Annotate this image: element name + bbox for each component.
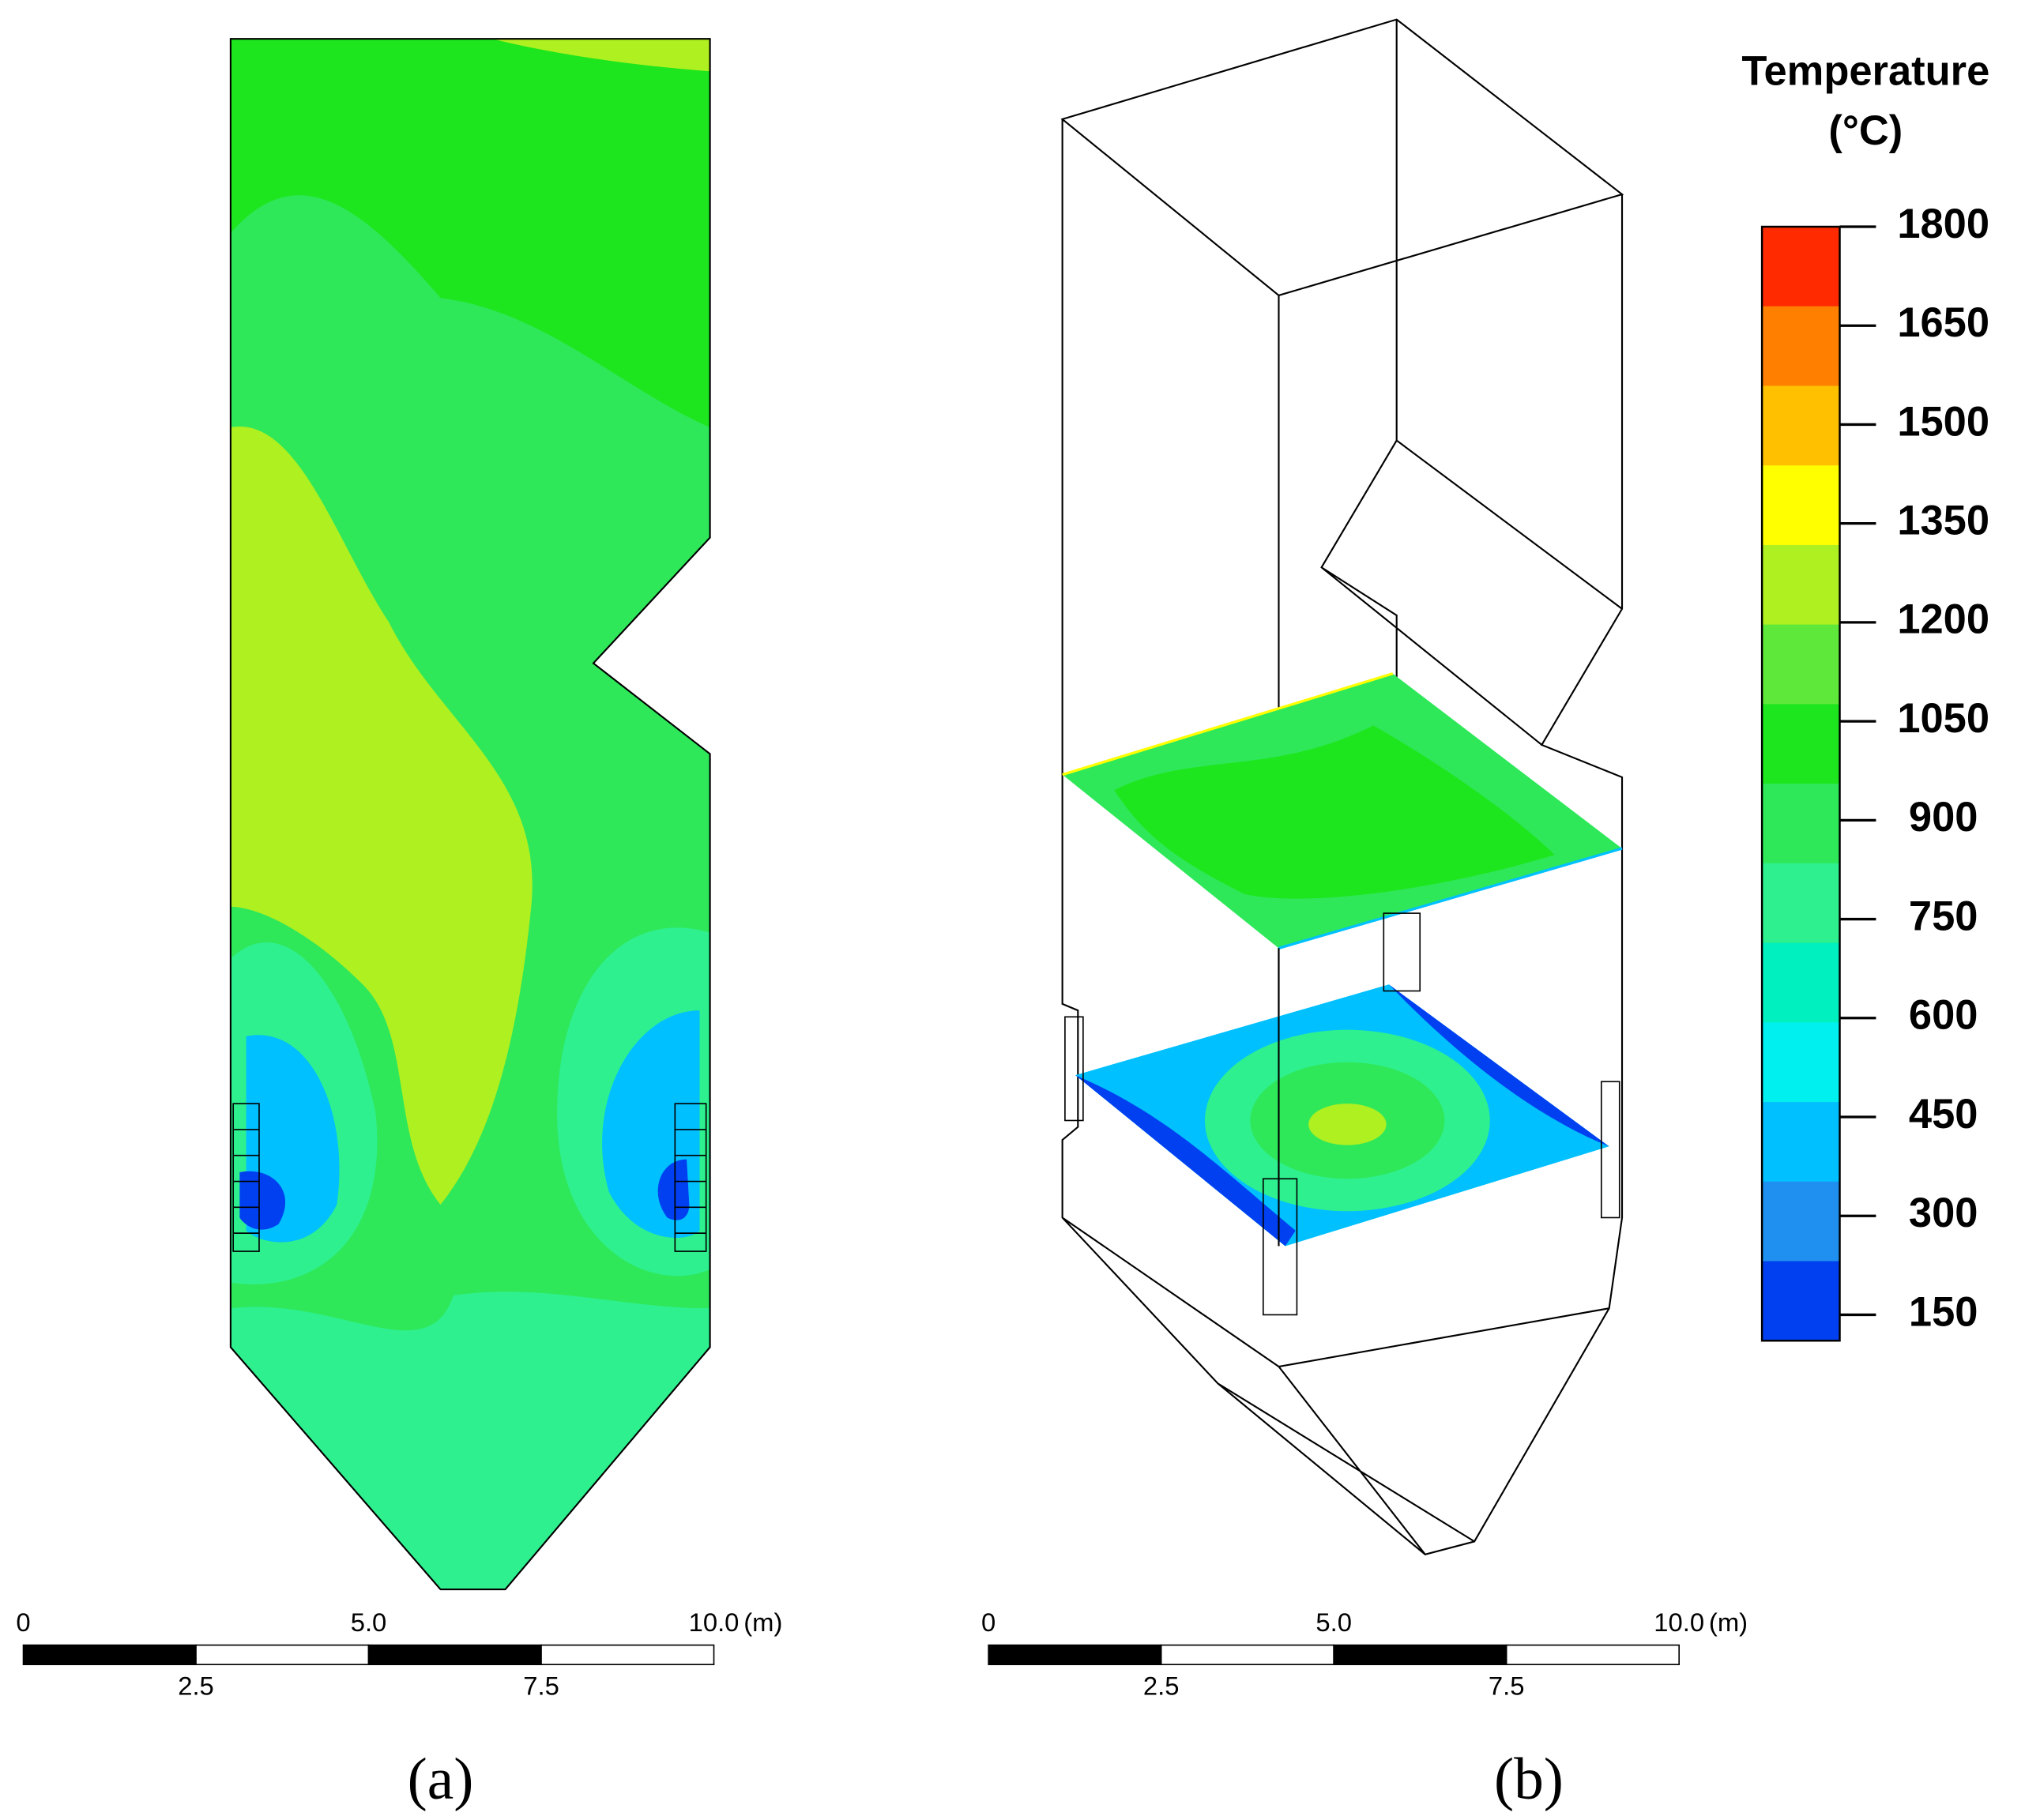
scale-label: 10.0 bbox=[689, 1608, 740, 1637]
color-band bbox=[1762, 306, 1840, 387]
colorbar-unit: (°C) bbox=[1828, 108, 1903, 154]
scale-label: 2.5 bbox=[178, 1671, 214, 1700]
wireframe-b bbox=[1060, 18, 1624, 1555]
color-band bbox=[1762, 704, 1840, 784]
burners-a bbox=[232, 1103, 707, 1252]
tick-label: 1050 bbox=[1897, 696, 1989, 742]
tick-label: 300 bbox=[1909, 1190, 1978, 1236]
tick-label: 150 bbox=[1909, 1289, 1978, 1335]
colorbar-frame bbox=[1760, 225, 1841, 1342]
scale-label: 0 bbox=[16, 1608, 30, 1637]
panel-label: (b) bbox=[1494, 1747, 1564, 1812]
scale-label: 2.5 bbox=[1143, 1671, 1180, 1700]
scale-segment bbox=[540, 1644, 715, 1666]
color-band bbox=[1762, 1181, 1840, 1262]
tick-label: 1350 bbox=[1897, 498, 1989, 544]
tick-label: 1650 bbox=[1897, 300, 1989, 346]
color-band bbox=[1762, 624, 1840, 705]
scale-label: 5.0 bbox=[351, 1608, 387, 1637]
scale-segment bbox=[22, 1644, 197, 1666]
panel-label: (a) bbox=[408, 1747, 474, 1812]
tick-label: 1800 bbox=[1897, 201, 1989, 247]
tick-label: 1200 bbox=[1897, 597, 1989, 643]
scale-label: 0 bbox=[981, 1608, 996, 1637]
color-band bbox=[1762, 227, 1840, 307]
colorbar: Temperature (°C) 1800 1650 1500 1350 1200 105… bbox=[1741, 48, 1989, 1342]
scale-segment bbox=[195, 1644, 370, 1666]
color-band bbox=[1762, 1102, 1840, 1183]
scale-label: 7.5 bbox=[1489, 1671, 1525, 1700]
color-band bbox=[1762, 942, 1840, 1024]
color-band bbox=[1762, 863, 1840, 944]
scale-bars: 0 5.0 10.0 2.5 7.5 (m) 0 5.0 10.0 2.5 7.5 (m) bbox=[16, 1608, 1748, 1700]
tick-label: 450 bbox=[1909, 1092, 1978, 1138]
scale-segment bbox=[988, 1644, 1162, 1666]
outline-a bbox=[229, 38, 711, 1591]
tick-label: 600 bbox=[1909, 993, 1978, 1039]
scale-label: 10.0 bbox=[1654, 1608, 1704, 1637]
scale-label: 7.5 bbox=[523, 1671, 559, 1700]
contour-a bbox=[230, 39, 710, 1590]
scale-segment bbox=[1160, 1644, 1334, 1666]
color-band bbox=[1762, 1022, 1840, 1103]
scale-segment bbox=[367, 1644, 542, 1666]
color-band bbox=[1762, 385, 1840, 467]
tick-label: 750 bbox=[1909, 893, 1978, 939]
scale-unit: (m) bbox=[743, 1608, 782, 1637]
scale-label: 5.0 bbox=[1315, 1608, 1352, 1637]
color-band bbox=[1762, 544, 1840, 626]
tick-label: 1500 bbox=[1897, 399, 1989, 445]
color-band bbox=[1762, 465, 1840, 546]
color-band bbox=[1762, 1261, 1840, 1342]
scale-unit: (m) bbox=[1709, 1608, 1748, 1637]
scale-segment bbox=[1505, 1644, 1680, 1666]
scale-segment bbox=[1333, 1644, 1507, 1666]
colorbar-title: Temperature bbox=[1741, 48, 1989, 94]
color-band bbox=[1762, 784, 1840, 864]
tick-label: 900 bbox=[1909, 795, 1978, 840]
